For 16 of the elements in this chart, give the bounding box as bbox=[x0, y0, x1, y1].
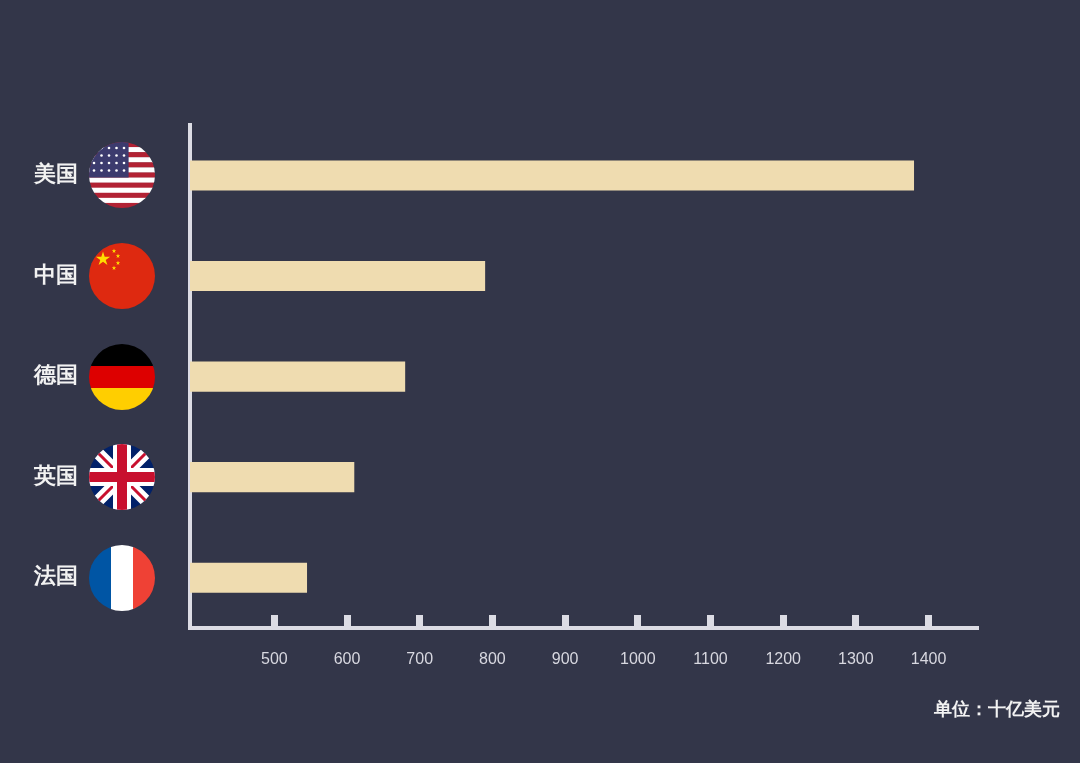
y-tick-label: 法国 bbox=[33, 563, 78, 589]
x-tick-label: 900 bbox=[551, 650, 579, 668]
y-tick-label: 美国 bbox=[33, 161, 78, 187]
x-tick-label: 500 bbox=[260, 650, 288, 668]
x-tick-label: 1300 bbox=[838, 650, 874, 668]
x-tick-label: 800 bbox=[479, 650, 506, 668]
y-tick-label: 英国 bbox=[33, 462, 78, 488]
y-tick-label: 德国 bbox=[33, 362, 78, 388]
x-tick-label: 700 bbox=[406, 650, 434, 668]
x-tick-label: 1100 bbox=[693, 650, 728, 668]
x-tick-label: 1200 bbox=[765, 650, 802, 668]
x-axis-title: 单位：十亿美元 bbox=[933, 697, 1060, 719]
y-tick-label: 中国 bbox=[34, 261, 78, 287]
x-tick-label: 600 bbox=[333, 650, 361, 668]
x-tick-label: 1000 bbox=[620, 650, 656, 668]
x-tick-label: 1400 bbox=[910, 650, 947, 668]
